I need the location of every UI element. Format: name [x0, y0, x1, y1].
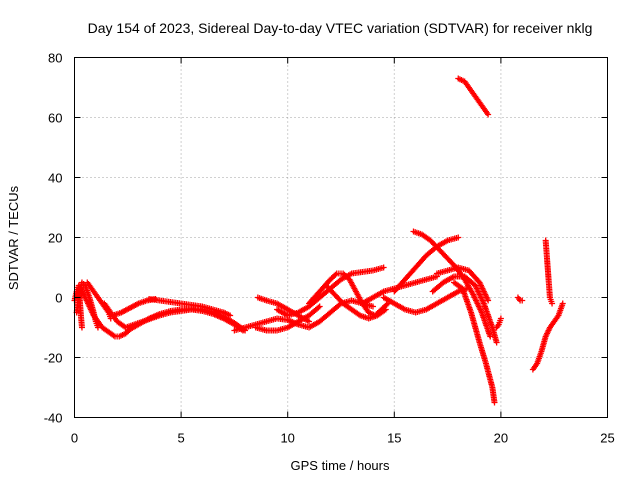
y-tick-label: -40 — [44, 411, 63, 426]
data-point-fill — [315, 304, 322, 311]
y-axis-label: SDTVAR / TECUs — [6, 185, 21, 290]
data-point — [485, 297, 492, 304]
y-tick-label: 80 — [48, 51, 62, 66]
series-arc-20 — [450, 279, 498, 406]
data-point-fill — [383, 301, 390, 308]
y-tick-label: 40 — [48, 171, 62, 186]
ticks: 0 5 10 15 20 25 -40 -20 0 20 40 60 80 — [44, 51, 615, 446]
series-arc-19 — [429, 273, 500, 346]
x-tick-label: 10 — [280, 431, 294, 446]
data-point — [369, 303, 376, 310]
data-point — [549, 300, 556, 307]
data-points — [71, 75, 566, 406]
data-point — [306, 318, 313, 325]
chart-title: Day 154 of 2023, Sidereal Day-to-day VTE… — [88, 20, 593, 36]
data-point — [497, 315, 504, 322]
y-tick-label: -20 — [44, 351, 63, 366]
y-tick-label: 0 — [55, 291, 62, 306]
data-point — [519, 297, 526, 304]
data-point — [380, 264, 387, 271]
series-arc-26 — [542, 237, 556, 307]
x-axis-label: GPS time / hours — [291, 458, 390, 473]
x-tick-label: 25 — [600, 431, 614, 446]
series-arc-23 — [493, 315, 504, 331]
data-point — [559, 300, 566, 307]
data-point — [487, 333, 494, 340]
x-tick-label: 20 — [494, 431, 508, 446]
grid — [74, 57, 608, 418]
series-arc-14 — [323, 282, 389, 322]
series-arc-8 — [124, 305, 249, 334]
data-point — [493, 339, 500, 346]
data-point-fill — [332, 271, 339, 278]
data-point — [382, 306, 389, 313]
x-tick-label: 0 — [71, 431, 78, 446]
y-tick-label: 60 — [48, 111, 62, 126]
series-arc-18 — [410, 228, 494, 340]
series-arc-16 — [380, 285, 470, 316]
x-tick-label: 5 — [177, 431, 184, 446]
data-point — [78, 324, 85, 331]
series-arc-25 — [529, 300, 566, 373]
data-point — [491, 399, 498, 406]
series-arc-24 — [514, 294, 526, 304]
series-arc-22 — [455, 75, 492, 118]
data-point — [455, 234, 462, 241]
data-point — [485, 111, 492, 118]
x-tick-label: 15 — [387, 431, 401, 446]
series-arc-17 — [391, 234, 462, 295]
data-point — [316, 303, 323, 310]
y-tick-label: 20 — [48, 231, 62, 246]
series-arc-21 — [433, 264, 492, 304]
